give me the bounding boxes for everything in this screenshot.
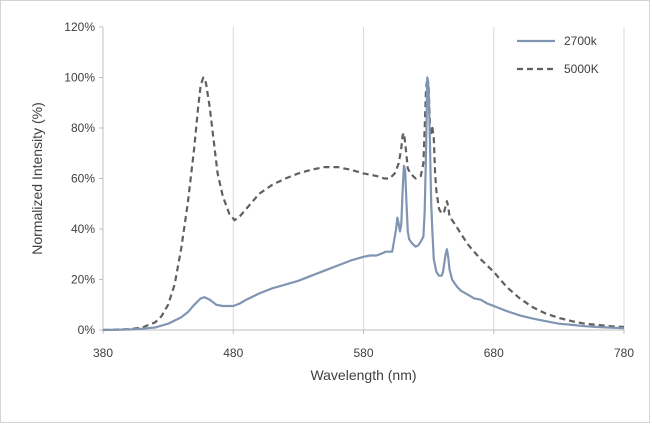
y-tick-label: 40% xyxy=(71,222,95,236)
x-tick-label: 480 xyxy=(223,346,243,360)
y-tick-label: 0% xyxy=(78,323,96,337)
y-axis-title: Normalized Intensity (%) xyxy=(29,102,45,255)
legend-label: 2700k xyxy=(564,34,598,48)
y-tick-label: 120% xyxy=(64,20,95,34)
x-tick-label: 680 xyxy=(484,346,504,360)
series-line-2700k xyxy=(102,76,625,332)
x-tick-label: 580 xyxy=(353,346,373,360)
x-tick-label: 780 xyxy=(614,346,634,360)
y-tick-label: 80% xyxy=(71,121,95,135)
y-tick-label: 60% xyxy=(71,172,95,186)
y-tick-label: 20% xyxy=(71,273,95,287)
series-line-5000k xyxy=(102,76,625,332)
x-tick-label: 380 xyxy=(93,346,113,360)
legend-label: 5000K xyxy=(564,62,599,76)
y-tick-label: 100% xyxy=(64,71,95,85)
x-axis-title: Wavelength (nm) xyxy=(310,367,416,383)
